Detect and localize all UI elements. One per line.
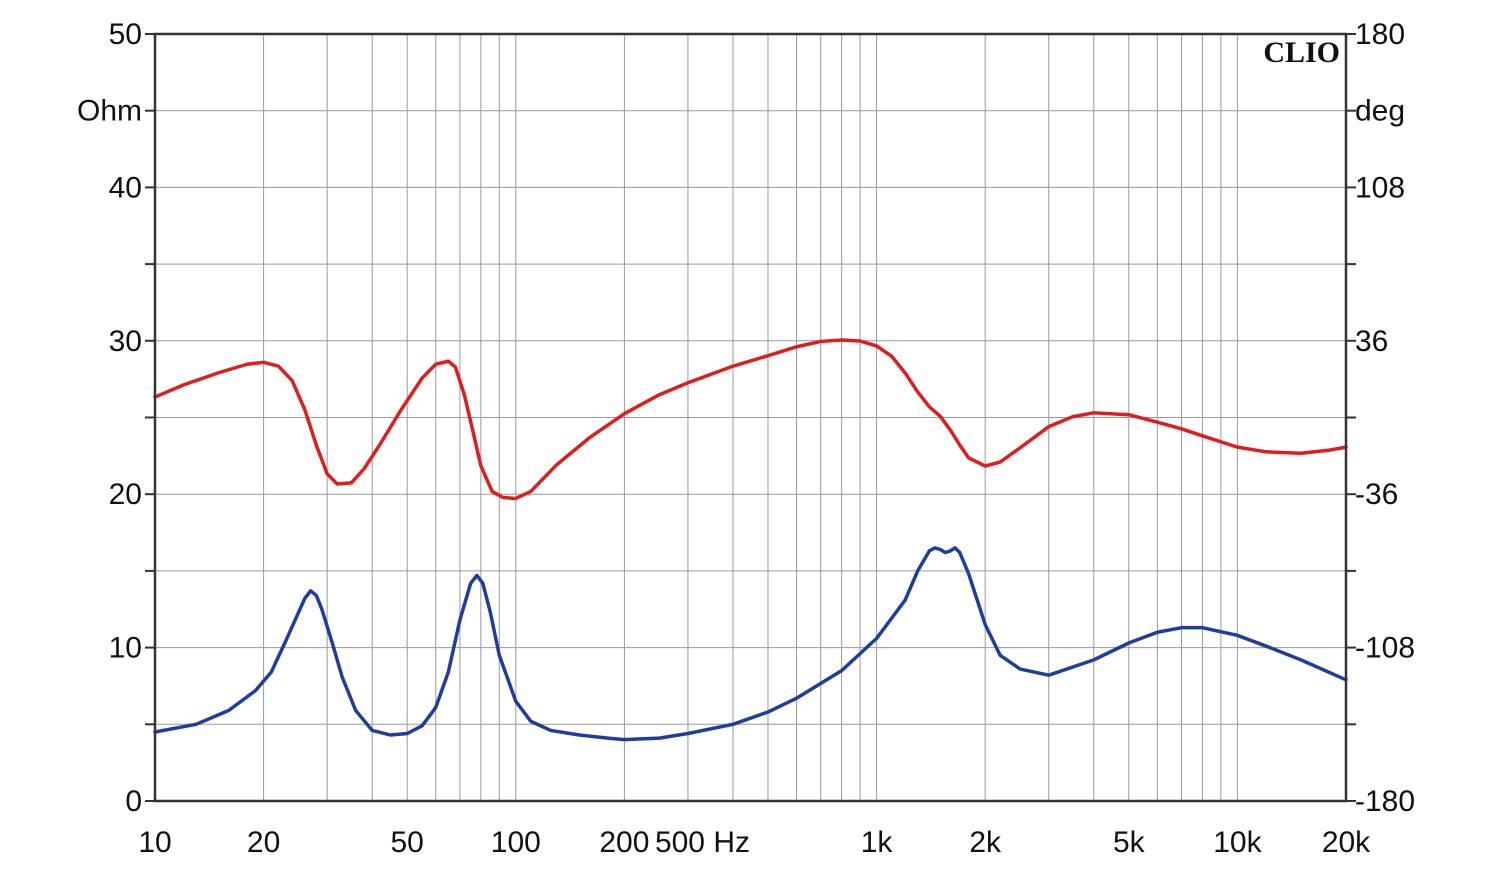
left-tick-label: 10 <box>109 632 142 665</box>
grid <box>155 34 1346 801</box>
right-tick-label: 180 <box>1355 18 1405 51</box>
impedance-curve-blue <box>153 546 1348 742</box>
left-tick-label: 0 <box>125 785 142 818</box>
left-tick-label: 20 <box>109 478 142 511</box>
x-tick-label: 50 <box>391 826 424 859</box>
x-tick-label: 2k <box>969 826 1002 859</box>
right-tick-label: 36 <box>1355 325 1388 358</box>
right-axis: -180 -108 -36 36 108 180 <box>1346 18 1415 818</box>
x-tick-label: 5k <box>1113 826 1146 859</box>
clio-logo-text: CLIO <box>1263 36 1340 69</box>
left-axis: 0 10 20 30 40 50 <box>109 18 155 818</box>
right-axis-unit: deg <box>1355 95 1405 128</box>
right-tick-label: -36 <box>1355 478 1398 511</box>
x-axis: 10 20 50 100 200 500 Hz 1k 2k 5k 10k 20k <box>138 826 1371 859</box>
x-tick-label: 200 <box>599 826 649 859</box>
left-tick-label: 30 <box>109 325 142 358</box>
right-tick-label: -180 <box>1355 785 1415 818</box>
phase-curve-red <box>153 338 1348 501</box>
right-tick-label: 108 <box>1355 171 1405 204</box>
x-tick-label: 20 <box>247 826 280 859</box>
x-tick-label: 20k <box>1322 826 1371 859</box>
left-axis-unit: Ohm <box>77 95 142 128</box>
x-tick-label: 10k <box>1213 826 1262 859</box>
left-tick-label: 40 <box>109 171 142 204</box>
x-tick-label: 1k <box>861 826 894 859</box>
x-tick-label: 100 <box>491 826 541 859</box>
series-layer <box>153 338 1348 742</box>
x-tick-label: 10 <box>138 826 171 859</box>
x-tick-label: 500 Hz <box>655 826 750 859</box>
right-tick-label: -108 <box>1355 632 1415 665</box>
left-tick-label: 50 <box>109 18 142 51</box>
